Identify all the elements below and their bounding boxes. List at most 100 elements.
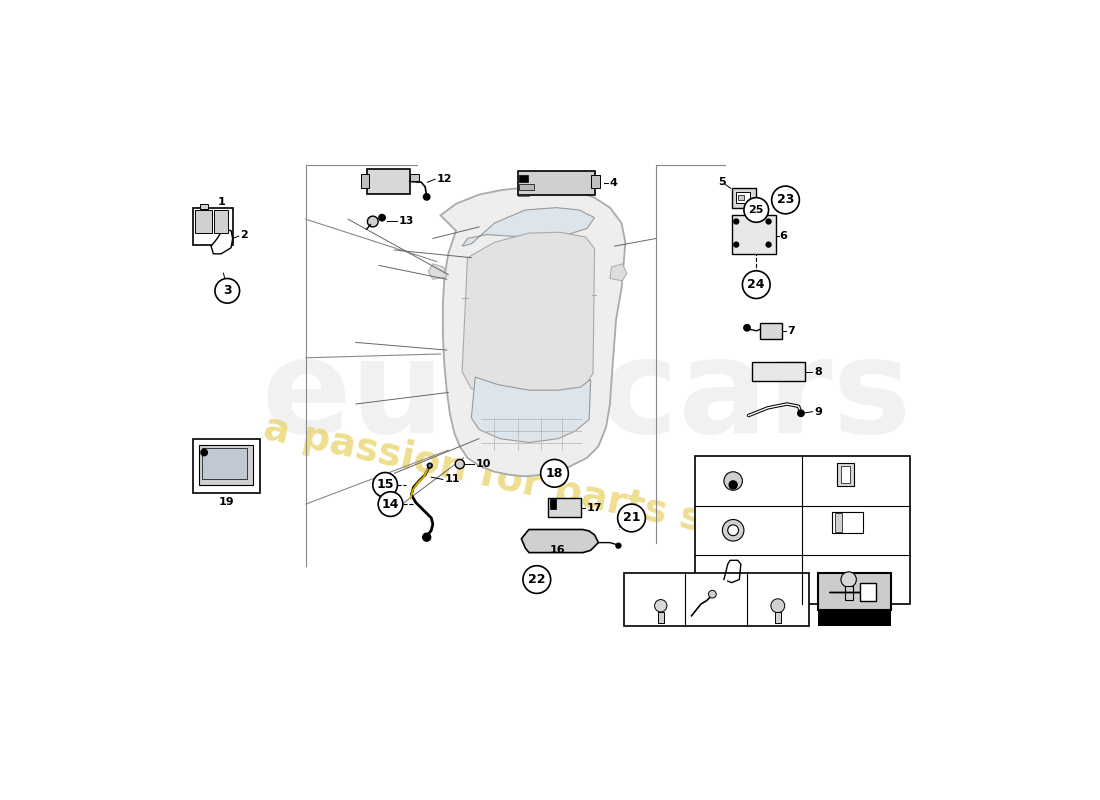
Circle shape	[742, 270, 770, 298]
FancyBboxPatch shape	[550, 499, 556, 509]
Text: 18: 18	[751, 578, 767, 588]
Polygon shape	[472, 377, 591, 442]
Circle shape	[724, 472, 743, 490]
FancyBboxPatch shape	[845, 586, 853, 599]
FancyBboxPatch shape	[195, 210, 212, 233]
Text: 16: 16	[550, 546, 565, 555]
Text: 23: 23	[777, 194, 794, 206]
Circle shape	[771, 599, 784, 613]
Text: 24: 24	[701, 526, 716, 535]
Circle shape	[744, 325, 750, 331]
FancyBboxPatch shape	[832, 512, 862, 534]
Circle shape	[840, 572, 856, 587]
Circle shape	[378, 214, 385, 221]
Text: eurocars: eurocars	[262, 333, 912, 460]
Circle shape	[798, 410, 804, 416]
Text: 9: 9	[814, 406, 822, 417]
FancyBboxPatch shape	[192, 438, 261, 493]
Circle shape	[201, 450, 207, 455]
FancyBboxPatch shape	[732, 188, 757, 209]
Polygon shape	[521, 530, 598, 553]
FancyBboxPatch shape	[519, 184, 535, 190]
Circle shape	[367, 216, 378, 227]
Circle shape	[708, 590, 716, 598]
FancyBboxPatch shape	[736, 192, 750, 203]
Text: 12: 12	[437, 174, 452, 184]
Circle shape	[214, 278, 240, 303]
Text: 7: 7	[788, 326, 795, 336]
Text: a passion for parts since 1985: a passion for parts since 1985	[260, 409, 914, 584]
Text: 035 02: 035 02	[833, 613, 876, 623]
Text: 25: 25	[749, 205, 763, 215]
Circle shape	[618, 504, 646, 532]
Text: 10: 10	[475, 459, 491, 469]
Polygon shape	[462, 232, 594, 398]
FancyBboxPatch shape	[695, 456, 911, 604]
Circle shape	[378, 492, 403, 517]
Text: 15: 15	[376, 478, 394, 491]
FancyBboxPatch shape	[732, 215, 777, 254]
Text: 17: 17	[587, 503, 603, 513]
Text: 11: 11	[444, 474, 460, 485]
FancyBboxPatch shape	[752, 362, 805, 381]
Text: 14: 14	[808, 526, 824, 535]
Circle shape	[729, 481, 737, 489]
FancyBboxPatch shape	[214, 210, 228, 233]
Polygon shape	[440, 187, 625, 476]
FancyBboxPatch shape	[774, 612, 781, 623]
Text: 5: 5	[718, 178, 726, 187]
Polygon shape	[609, 264, 627, 281]
Text: 25: 25	[701, 476, 716, 486]
FancyBboxPatch shape	[199, 445, 253, 485]
Text: 23: 23	[701, 574, 716, 585]
Text: 21: 21	[623, 511, 640, 525]
Circle shape	[734, 242, 738, 247]
Text: 14: 14	[382, 498, 399, 510]
Text: 2: 2	[241, 230, 249, 240]
FancyBboxPatch shape	[818, 574, 891, 610]
FancyBboxPatch shape	[517, 171, 594, 194]
FancyBboxPatch shape	[591, 174, 600, 188]
Circle shape	[428, 463, 432, 468]
FancyBboxPatch shape	[835, 514, 843, 532]
Text: 22: 22	[628, 578, 643, 588]
Circle shape	[373, 473, 397, 497]
FancyBboxPatch shape	[658, 612, 664, 622]
Text: 13: 13	[398, 216, 414, 226]
Polygon shape	[829, 582, 876, 601]
FancyBboxPatch shape	[738, 194, 744, 200]
Circle shape	[728, 525, 738, 536]
Text: 1: 1	[217, 198, 226, 207]
Text: 8: 8	[814, 366, 822, 377]
Circle shape	[767, 219, 771, 224]
Polygon shape	[211, 230, 233, 254]
Text: 18: 18	[546, 467, 563, 480]
Circle shape	[422, 534, 430, 541]
Circle shape	[734, 219, 738, 224]
Circle shape	[744, 198, 769, 222]
Text: 6: 6	[779, 231, 788, 241]
FancyBboxPatch shape	[367, 169, 409, 194]
FancyBboxPatch shape	[200, 204, 208, 209]
Text: 3: 3	[223, 284, 232, 298]
Circle shape	[455, 459, 464, 469]
Circle shape	[522, 566, 551, 594]
Text: 21: 21	[690, 578, 705, 588]
FancyBboxPatch shape	[361, 174, 368, 188]
Circle shape	[772, 186, 800, 214]
FancyBboxPatch shape	[842, 466, 850, 482]
FancyBboxPatch shape	[519, 174, 528, 182]
Text: 19: 19	[219, 497, 234, 506]
Text: 22: 22	[528, 573, 546, 586]
FancyBboxPatch shape	[760, 323, 782, 338]
Circle shape	[424, 194, 430, 200]
FancyBboxPatch shape	[818, 610, 891, 626]
Circle shape	[767, 242, 771, 247]
Polygon shape	[428, 264, 447, 279]
Text: 15: 15	[808, 476, 824, 486]
FancyBboxPatch shape	[837, 462, 854, 486]
Circle shape	[616, 543, 620, 548]
Polygon shape	[462, 208, 594, 246]
FancyBboxPatch shape	[409, 174, 419, 182]
Circle shape	[654, 599, 667, 612]
